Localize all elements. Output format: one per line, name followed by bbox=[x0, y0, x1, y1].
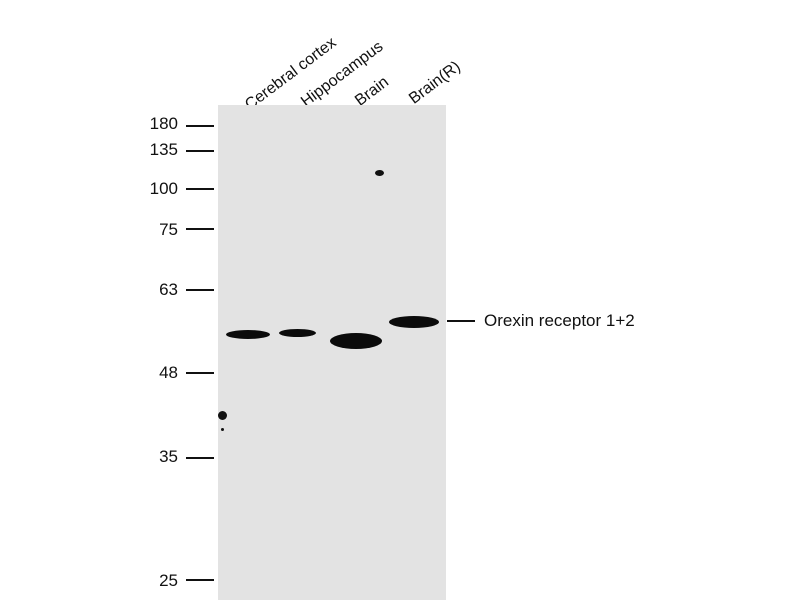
target-indicator-line bbox=[447, 320, 475, 322]
marker-tick-63 bbox=[186, 289, 214, 291]
marker-tick-180 bbox=[186, 125, 214, 127]
marker-label-100: 100 bbox=[149, 179, 178, 198]
artifact-spot-left bbox=[218, 411, 227, 420]
artifact-dot-left bbox=[221, 428, 224, 431]
marker-tick-25 bbox=[186, 579, 214, 581]
marker-label-25: 25 bbox=[159, 571, 178, 590]
band-lane-4 bbox=[389, 316, 439, 328]
lane-label-cerebral-cortex: Cerebral cortex bbox=[242, 34, 340, 114]
blot-membrane bbox=[218, 105, 446, 600]
marker-tick-35 bbox=[186, 457, 214, 459]
band-lane-1 bbox=[226, 330, 270, 339]
marker-tick-100 bbox=[186, 188, 214, 190]
marker-label-35: 35 bbox=[159, 447, 178, 466]
lane-label-brain-r: Brain(R) bbox=[406, 58, 464, 108]
marker-label-75: 75 bbox=[159, 220, 178, 239]
band-lane-2 bbox=[279, 329, 316, 337]
marker-tick-75 bbox=[186, 228, 214, 230]
artifact-spot-top bbox=[375, 170, 384, 176]
marker-tick-135 bbox=[186, 150, 214, 152]
marker-label-48: 48 bbox=[159, 363, 178, 382]
marker-label-135: 135 bbox=[149, 140, 178, 159]
marker-tick-48 bbox=[186, 372, 214, 374]
band-lane-3 bbox=[330, 333, 382, 349]
target-label: Orexin receptor 1+2 bbox=[484, 311, 635, 330]
marker-label-180: 180 bbox=[149, 114, 178, 133]
marker-label-63: 63 bbox=[159, 280, 178, 299]
